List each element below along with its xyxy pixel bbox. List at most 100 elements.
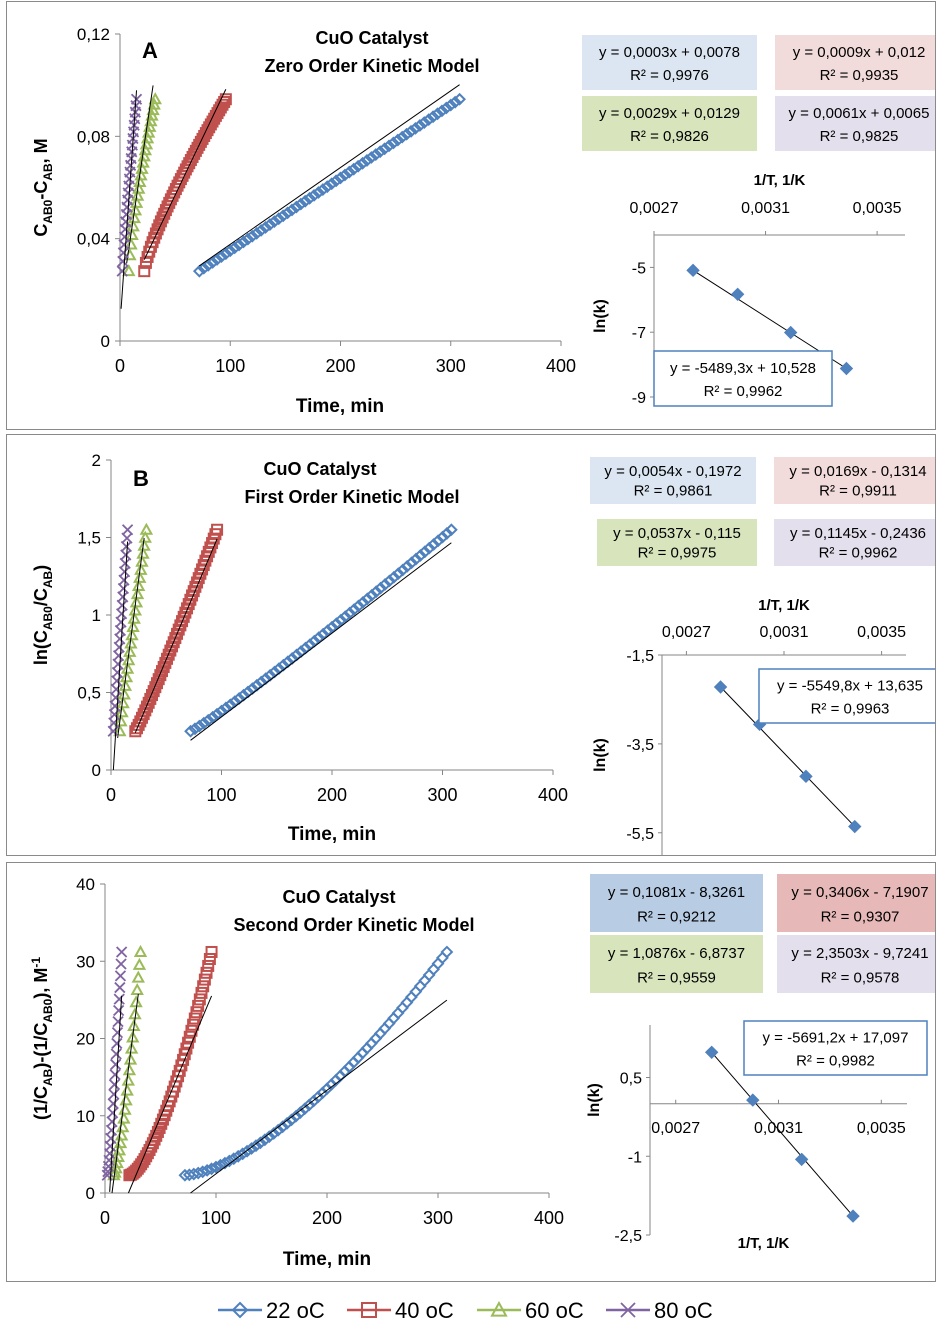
data-point xyxy=(228,241,242,255)
inset-x-axis-label: 1/T, 1/K xyxy=(754,172,806,189)
data-point xyxy=(218,1156,232,1170)
data-point xyxy=(133,570,147,583)
data-point xyxy=(193,993,206,1006)
chart-title: CuO Catalyst xyxy=(315,28,428,48)
data-point xyxy=(122,264,136,277)
data-point xyxy=(431,957,445,971)
inset-y-axis-label: ln(k) xyxy=(586,1083,603,1117)
data-point xyxy=(196,1165,210,1179)
inset-fit-line xyxy=(720,686,856,827)
x-axis-label: Time, min xyxy=(296,396,384,417)
data-point xyxy=(137,708,150,721)
data-point xyxy=(253,1136,267,1150)
data-point xyxy=(369,148,383,162)
data-point xyxy=(427,962,440,976)
data-point xyxy=(439,101,453,115)
data-point xyxy=(114,981,126,994)
data-point xyxy=(133,944,148,957)
data-point xyxy=(395,130,409,144)
fit-line-60-oC xyxy=(111,993,139,1194)
data-point xyxy=(131,578,146,592)
inset-data-point xyxy=(794,1152,809,1167)
r-squared-text: R² = 0,9307 xyxy=(821,909,900,926)
data-point xyxy=(374,581,388,595)
data-point xyxy=(418,545,432,559)
inset-arrhenius-plot: 0,0027 0,0031 0,0035 -5 -7 -9 1/T, 1/K ln(k) y =… xyxy=(592,172,905,407)
series-60-oC xyxy=(113,522,154,737)
data-point xyxy=(113,993,125,1005)
data-point xyxy=(132,957,147,970)
inset-x-tick-label: 0,0031 xyxy=(754,1120,803,1137)
fit-line-40-oC xyxy=(134,538,218,733)
data-point xyxy=(198,973,211,986)
data-point xyxy=(127,611,141,624)
data-point xyxy=(262,1130,276,1144)
data-point xyxy=(135,711,148,724)
data-point xyxy=(150,1129,163,1142)
data-point xyxy=(330,617,343,631)
data-point xyxy=(356,595,370,609)
data-point xyxy=(311,1090,325,1104)
data-point xyxy=(271,1123,285,1137)
data-point xyxy=(121,653,136,666)
data-point xyxy=(192,999,205,1012)
inset-x-tick-label: 0,0031 xyxy=(741,200,790,217)
data-point xyxy=(114,714,128,727)
inset-data-point xyxy=(730,287,745,301)
panel-letter: B xyxy=(133,466,149,491)
data-point xyxy=(267,215,281,229)
data-point xyxy=(121,524,134,536)
data-point xyxy=(145,108,159,121)
data-point xyxy=(201,258,215,272)
data-point xyxy=(130,93,143,105)
equation-text: y = 0,0029x + 0,0129 xyxy=(599,105,740,122)
data-point xyxy=(227,1152,241,1166)
data-point xyxy=(114,1128,129,1141)
data-point xyxy=(138,143,153,156)
data-point xyxy=(215,250,228,264)
fit-line-60-oC xyxy=(117,538,145,738)
fit-line-22-oC xyxy=(190,542,452,741)
data-point xyxy=(126,619,140,632)
y-tick-label: 1 xyxy=(92,606,101,625)
data-point xyxy=(215,704,228,718)
second-order-chart: 0 100 200 300 400 0 10 20 30 40 Time, min (1/CAB)-(… xyxy=(29,874,937,1270)
fit-line-22-oC xyxy=(190,999,448,1194)
data-point xyxy=(342,165,356,179)
y-axis-label: ln(CAB0/CAB) xyxy=(31,565,55,665)
inset-equation-box: y = -5691,2x + 17,097 R² = 0,9982 xyxy=(743,1020,928,1076)
r-squared-text: R² = 0,9825 xyxy=(820,128,899,145)
y-tick-label: 0,08 xyxy=(77,127,110,146)
inset-r-squared-text: R² = 0,9963 xyxy=(811,700,890,717)
y-tick-label: 0,04 xyxy=(77,230,110,249)
fit-line-80-oC xyxy=(120,90,138,309)
equation-text: y = 0,0003x + 0,0078 xyxy=(599,44,740,61)
first-order-chart: 0 100 200 300 400 0 0,5 1 1,5 2 Time, min ln(CAB0/C… xyxy=(31,451,937,855)
inset-y-tick-label: -9 xyxy=(632,390,646,407)
x-tick-label: 400 xyxy=(546,356,576,376)
data-point xyxy=(294,197,308,211)
data-point xyxy=(289,1109,303,1123)
y-tick-label: 30 xyxy=(76,952,95,971)
inset-x-axis-label: 1/T, 1/K xyxy=(738,1235,790,1252)
data-point xyxy=(343,606,357,620)
x-tick-label: 300 xyxy=(436,356,466,376)
data-point xyxy=(138,265,151,278)
data-point xyxy=(436,530,449,544)
chart-subtitle: Zero Order Kinetic Model xyxy=(264,56,479,76)
data-point xyxy=(369,585,383,599)
series-22-oC xyxy=(178,945,454,1182)
inset-data-point xyxy=(839,361,854,376)
r-squared-text: R² = 0,9935 xyxy=(820,67,899,84)
data-point xyxy=(364,151,378,164)
data-point xyxy=(144,114,158,127)
data-point xyxy=(112,1016,124,1028)
chart-subtitle: Second Order Kinetic Model xyxy=(233,915,474,935)
data-point xyxy=(431,107,444,121)
data-point xyxy=(107,1098,119,1110)
data-point xyxy=(409,121,422,135)
data-point xyxy=(201,713,215,727)
data-point xyxy=(128,203,143,216)
inset-y-tick-label: -3,5 xyxy=(626,737,654,754)
data-point xyxy=(222,1154,236,1168)
